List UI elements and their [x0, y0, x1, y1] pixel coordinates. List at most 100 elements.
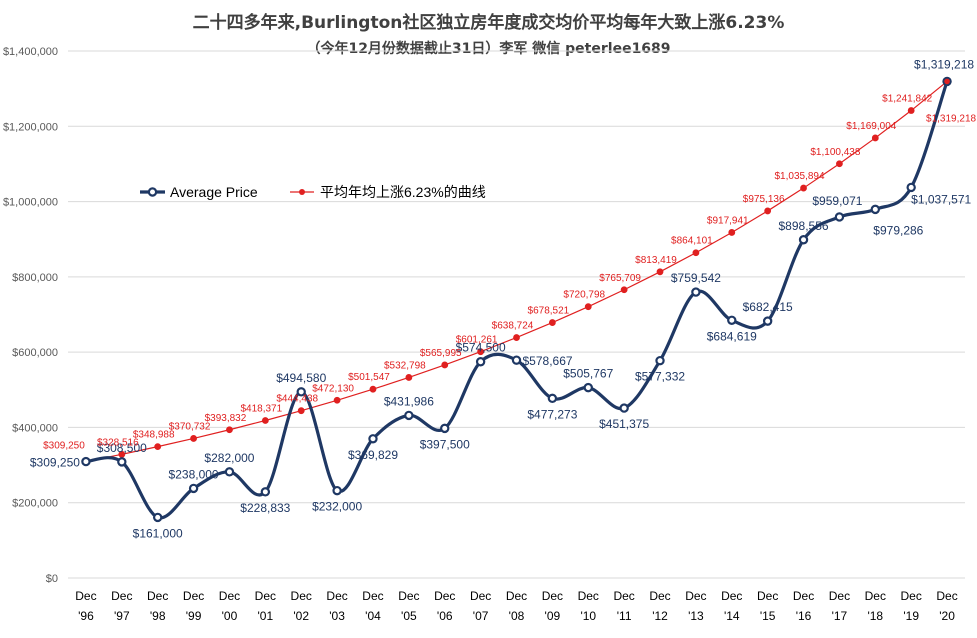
trend-data-label: $472,130 [312, 383, 354, 394]
data-labels: $309,250 $308,500 $161,000 $238,000 $282,000… [30, 57, 977, 540]
x-tick-label: '09 [545, 609, 561, 623]
trend-data-label: $1,319,218 [926, 113, 976, 124]
average-data-label: $682,415 [743, 300, 793, 314]
trend-point [764, 207, 772, 215]
x-tick-label: Dec [362, 589, 383, 603]
x-tick-label: Dec [901, 589, 922, 603]
average-point [332, 485, 342, 496]
x-tick-label: Dec [578, 589, 599, 603]
x-tick-label: '96 [78, 609, 94, 623]
average-data-label: $308,500 [97, 441, 147, 455]
x-tick-label: Dec [829, 589, 850, 603]
average-point [619, 403, 629, 413]
average-point [117, 457, 127, 467]
x-tick-label: '15 [760, 609, 776, 623]
average-data-label: $451,375 [599, 417, 649, 431]
trend-data-label: $864,101 [671, 236, 713, 247]
average-data-label: $959,071 [812, 194, 862, 208]
average-data-label: $684,619 [707, 329, 757, 343]
x-tick-label: '99 [186, 609, 202, 623]
x-tick-label: Dec [793, 589, 814, 603]
average-data-label: $397,500 [420, 437, 470, 451]
x-tick-label: Dec [255, 589, 276, 603]
trend-point [871, 134, 879, 142]
average-point [81, 456, 91, 467]
y-tick-label: $1,000,000 [3, 197, 58, 209]
x-tick-label: Dec [649, 589, 670, 603]
average-data-label: $309,250 [30, 456, 80, 470]
x-tick-label: Dec [111, 589, 132, 603]
trend-point [477, 348, 485, 356]
trend-point [369, 385, 377, 393]
average-data-label: $161,000 [133, 526, 183, 540]
trend-point [548, 319, 556, 326]
legend: Average Price 平均年均上涨6.23%的曲线 [140, 184, 486, 200]
series [81, 76, 952, 523]
average-point [440, 423, 450, 434]
trend-point [154, 443, 162, 451]
legend-average-label: Average Price [170, 184, 258, 200]
x-tick-label: Dec [291, 589, 312, 603]
chart-subtitle: （今年12月份数据截止31日）李军 微信 peterlee1689 [306, 41, 671, 57]
x-tick-label: Dec [865, 589, 886, 603]
x-tick-label: Dec [398, 589, 419, 603]
x-tick-label: '06 [437, 609, 453, 623]
x-tick-label: Dec [147, 589, 168, 603]
x-tick-label: '20 [939, 609, 955, 623]
average-data-label: $369,829 [348, 448, 398, 462]
x-tick-label: '05 [401, 609, 417, 623]
x-tick-label: '12 [652, 609, 668, 623]
average-point [583, 382, 593, 393]
gridlines [68, 50, 965, 579]
x-tick-label: '97 [114, 609, 130, 623]
trend-point [656, 268, 664, 276]
trend-point [513, 334, 520, 341]
average-point [762, 316, 773, 326]
trend-data-label: $418,371 [240, 404, 282, 415]
y-tick-label: $800,000 [12, 272, 58, 284]
trend-data-label: $532,798 [384, 360, 426, 371]
average-data-label: $431,986 [384, 394, 434, 408]
average-data-label: $578,667 [523, 354, 573, 368]
x-tick-label: '01 [258, 609, 274, 623]
x-tick-label: '10 [580, 609, 596, 623]
y-tick-label: $1,400,000 [3, 46, 58, 58]
x-tick-label: Dec [506, 589, 527, 603]
x-tick-label: Dec [183, 589, 204, 603]
x-tick-label: '02 [293, 609, 309, 623]
x-tick-label: Dec [326, 589, 347, 603]
x-tick-label: Dec [936, 589, 957, 603]
average-point [368, 434, 378, 444]
x-tick-label: '19 [903, 609, 919, 623]
x-tick-label: '14 [724, 609, 740, 623]
average-point [296, 387, 306, 397]
trend-data-label: $1,100,438 [810, 147, 860, 158]
x-tick-label: '03 [329, 609, 345, 623]
average-point [260, 487, 271, 497]
trend-point [333, 396, 341, 404]
trend-point [441, 361, 449, 369]
trend-data-label: $370,732 [169, 421, 211, 432]
legend-trend-label: 平均年均上涨6.23%的曲线 [320, 184, 486, 200]
axes: $0 $200,000 $400,000 $600,000 $800,000 $1,000… [3, 46, 958, 623]
x-tick-label: Dec [721, 589, 742, 603]
trend-point [728, 229, 736, 236]
trend-data-label: $720,798 [563, 290, 605, 301]
y-tick-label: $200,000 [12, 498, 58, 510]
x-tick-label: '18 [867, 609, 883, 623]
average-data-label: $898,556 [779, 219, 829, 233]
x-tick-label: Dec [75, 589, 96, 603]
y-tick-label: $1,200,000 [3, 121, 58, 133]
trend-data-label: $309,250 [43, 441, 85, 452]
average-point [834, 212, 845, 222]
average-point [404, 410, 414, 421]
trend-data-label: $975,136 [743, 194, 785, 205]
average-data-label: $979,286 [873, 223, 923, 237]
average-point [655, 355, 665, 366]
x-tick-label: Dec [685, 589, 706, 603]
x-tick-label: Dec [470, 589, 491, 603]
x-tick-label: '00 [222, 609, 238, 623]
x-tick-label: '07 [473, 609, 489, 623]
x-tick-label: '13 [688, 609, 704, 623]
